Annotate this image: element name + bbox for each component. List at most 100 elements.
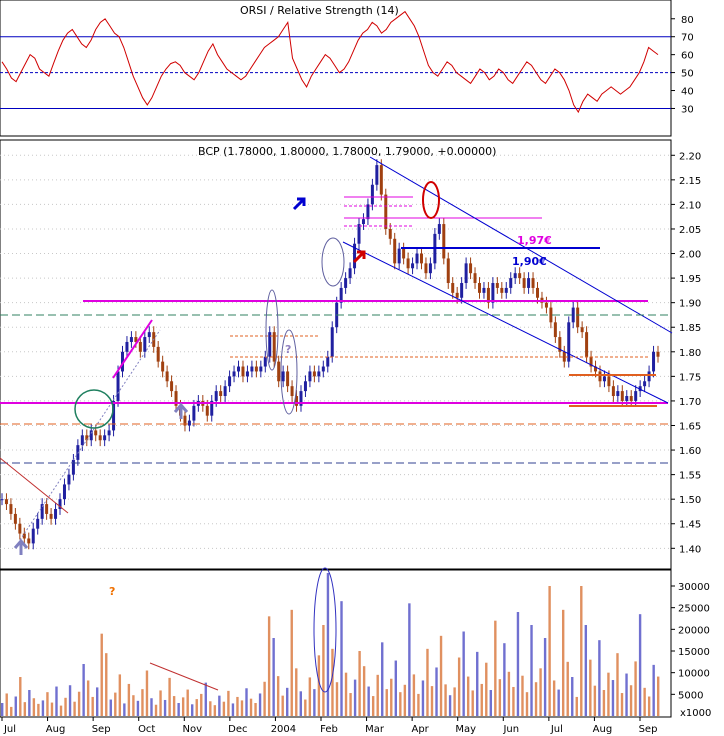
volume-bar <box>295 668 298 716</box>
price-candle <box>353 243 357 269</box>
price-candle <box>94 430 98 436</box>
price-tick-label: 1.45 <box>679 520 701 531</box>
volume-bar <box>218 695 221 716</box>
rsi-tick-label: 40 <box>681 87 694 98</box>
price-candle <box>562 351 566 362</box>
volume-bar <box>417 693 420 716</box>
price-candle <box>576 307 580 328</box>
price-candle <box>89 430 93 441</box>
x-tick-label: Mar <box>365 724 385 735</box>
price-candle <box>469 263 473 274</box>
volume-bar <box>358 651 361 716</box>
price-candle <box>482 287 486 293</box>
volume-bar <box>593 685 597 716</box>
price-candle <box>402 248 406 259</box>
volume-bar <box>371 696 375 716</box>
volume-bar <box>381 642 384 716</box>
price-candle <box>40 504 44 519</box>
x-tick-label: Nov <box>183 724 203 735</box>
volume-bar <box>471 690 474 716</box>
price-candle <box>531 278 535 288</box>
price-candle <box>228 376 232 387</box>
price-tick-label: 2.15 <box>679 176 701 187</box>
x-tick-label: Apr <box>411 724 429 735</box>
volume-bar <box>96 687 99 716</box>
volume-bar <box>191 704 194 716</box>
price-candle <box>143 337 147 352</box>
volume-bar <box>326 573 330 716</box>
price-candle <box>36 518 40 529</box>
volume-bar <box>426 648 429 716</box>
price-candle <box>361 219 365 225</box>
volume-bar <box>86 680 90 716</box>
price-candle <box>393 238 397 264</box>
volume-bar <box>41 700 45 716</box>
price-candle <box>357 224 361 244</box>
price-candle <box>486 287 490 303</box>
volume-bar <box>50 702 54 716</box>
volume-bar <box>616 653 619 716</box>
ellipse-oct-spike <box>265 289 279 371</box>
price-candle <box>411 263 415 269</box>
price-candle <box>504 287 508 293</box>
volume-bar <box>10 706 13 716</box>
x-tick-label: Feb <box>320 724 338 735</box>
volume-tick-label: 30000 <box>678 582 710 593</box>
price-candle <box>388 228 392 239</box>
volume-bar <box>589 659 592 716</box>
volume-bar <box>530 625 533 716</box>
volume-bar <box>322 625 325 716</box>
x-tick-label: Jul <box>550 724 563 735</box>
volume-bar <box>281 695 284 716</box>
price-tick-label: 1.70 <box>679 397 701 408</box>
volume-bar <box>457 657 461 716</box>
volume-bar <box>453 687 456 716</box>
volume-bar <box>525 692 529 716</box>
x-tick-label: Sep <box>92 724 111 735</box>
rsi-tick-label: 80 <box>681 15 694 26</box>
rsi-line <box>1 10 659 114</box>
price-candle <box>138 341 142 352</box>
volume-bar <box>299 691 302 716</box>
price-tick-label: 1.90 <box>679 299 701 310</box>
price-candle <box>580 327 584 333</box>
volume-bar <box>313 689 316 716</box>
price-candle <box>54 509 58 519</box>
volume-bar <box>227 690 230 716</box>
price-candle <box>219 391 223 397</box>
price-candle <box>406 258 410 269</box>
circle-breakout <box>74 389 114 429</box>
volume-bar <box>607 672 610 716</box>
rsi-tick-label: 50 <box>681 69 694 80</box>
volume-bar <box>132 695 135 716</box>
x-tick-label: Aug <box>46 724 66 735</box>
volume-bar <box>543 638 547 716</box>
price-candle <box>339 287 343 303</box>
price-candle <box>567 322 571 362</box>
price-candle <box>656 351 660 357</box>
volume-bar <box>150 698 153 716</box>
x-tick-label: Oct <box>138 724 155 735</box>
volume-bar <box>204 682 207 716</box>
volume-tick-label: 10000 <box>678 669 710 680</box>
price-candle <box>9 504 13 514</box>
volume-bar <box>286 687 289 716</box>
volume-bar <box>200 693 203 716</box>
rsi-panel <box>0 0 672 137</box>
price-candle <box>205 405 209 416</box>
price-candle <box>245 371 249 377</box>
price-candle <box>237 366 241 372</box>
volume-bar <box>59 705 63 716</box>
price-candle <box>147 332 151 338</box>
price-tick-label: 1.95 <box>679 274 701 285</box>
volume-bar <box>353 679 357 716</box>
volume-bar <box>19 677 22 716</box>
price-candle <box>49 513 53 519</box>
price-candle <box>4 499 8 505</box>
price-candle <box>558 337 562 352</box>
volume-bar <box>602 690 606 716</box>
volume-bar <box>430 686 434 716</box>
volume-bar <box>290 609 293 716</box>
price-candle <box>13 513 17 524</box>
volume-bar <box>629 685 633 716</box>
